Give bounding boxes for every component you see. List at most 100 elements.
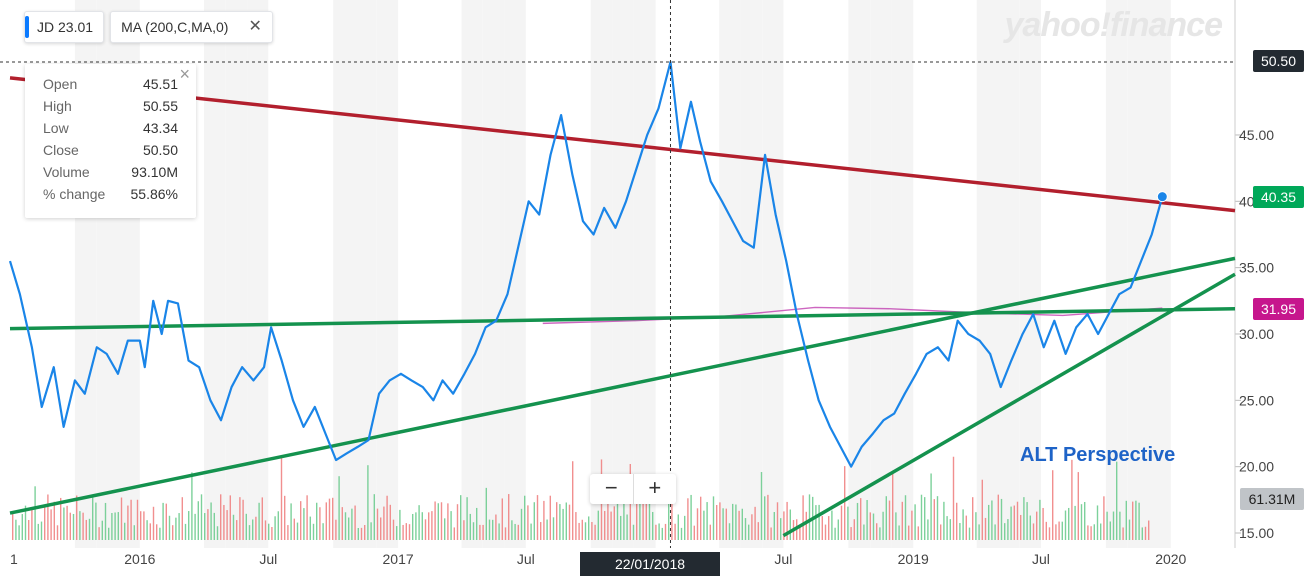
volume-bar — [930, 473, 932, 540]
volume-bar — [344, 512, 347, 540]
tooltip-value: 55.86% — [130, 186, 178, 202]
volume-bar — [856, 502, 859, 540]
volume-bar — [188, 511, 190, 540]
volume-bar — [901, 501, 903, 540]
zoom-controls: − + — [590, 474, 676, 504]
volume-bar — [831, 510, 833, 540]
volume-bar — [978, 524, 980, 540]
volume-bar — [1096, 505, 1099, 540]
legend-symbol[interactable]: JD 23.01 — [24, 11, 105, 43]
volume-bar — [671, 502, 673, 540]
price-line — [8, 60, 1164, 468]
volume-bar — [501, 498, 503, 540]
period-band — [225, 0, 248, 548]
volume-bar — [469, 513, 471, 540]
volume-bar — [658, 523, 660, 540]
volume-bar — [738, 510, 740, 540]
volume-bar — [360, 527, 363, 540]
volume-bar — [562, 508, 564, 540]
volume-bar — [229, 495, 231, 540]
volume-bar — [549, 495, 551, 540]
volume-bar — [565, 502, 567, 540]
volume-bar — [869, 512, 871, 540]
yahoo-finance-watermark: yahoo!finance — [1004, 6, 1223, 44]
volume-bar — [575, 512, 577, 540]
volume-bar — [607, 497, 609, 540]
volume-bar — [258, 502, 260, 540]
volume-bar — [34, 486, 36, 540]
volume-bar — [405, 523, 407, 540]
volume-bar — [143, 511, 145, 540]
volume-bar — [860, 498, 862, 540]
volume-bar — [914, 504, 916, 540]
zoom-out-button[interactable]: − — [604, 475, 618, 500]
volume-bar — [252, 519, 254, 540]
tooltip-label: Volume — [43, 164, 90, 180]
volume-bar — [1148, 520, 1150, 540]
volume-bar — [703, 510, 705, 540]
volume-bar — [162, 502, 164, 540]
volume-bar — [40, 521, 43, 540]
volume-bar — [338, 476, 340, 540]
volume-bar — [674, 523, 676, 540]
volume-bar — [687, 498, 689, 540]
tooltip-value: 50.55 — [142, 98, 178, 114]
volume-bar — [888, 500, 891, 540]
volume-bar — [287, 525, 289, 540]
period-band — [848, 0, 871, 548]
period-band — [1127, 0, 1149, 548]
zoom-in-button[interactable]: + — [632, 474, 677, 504]
volume-bar — [428, 512, 430, 540]
volume-bar — [904, 495, 907, 540]
volume-bar — [456, 504, 459, 540]
volume-bar — [684, 515, 686, 540]
volume-bar — [984, 517, 987, 540]
volume-bar — [47, 494, 49, 540]
volume-bar — [908, 525, 910, 540]
volume-bar — [370, 522, 372, 540]
volume-bar — [620, 515, 622, 540]
x-tick-label: 2016 — [124, 551, 155, 567]
x-tick-label: Jul — [774, 551, 792, 567]
volume-bar — [274, 516, 276, 540]
volume-bar — [872, 513, 875, 540]
y-tick-label: 20.00 — [1239, 459, 1274, 475]
volume-bar — [197, 501, 199, 540]
period-band — [740, 0, 763, 548]
volume-bar — [863, 524, 865, 540]
volume-bar — [322, 523, 324, 540]
volume-bar — [1055, 524, 1057, 540]
volume-bar — [725, 508, 727, 540]
tooltip-label: % change — [43, 186, 106, 202]
period-band — [1105, 0, 1128, 548]
volume-bar — [168, 515, 171, 540]
period-band — [247, 0, 269, 548]
volume-bar — [527, 505, 529, 540]
x-tick-label: 2019 — [898, 551, 929, 567]
volume-bar — [1119, 511, 1121, 540]
volume-bar — [706, 502, 708, 540]
volume-bar — [399, 509, 401, 540]
volume-bar — [920, 494, 923, 540]
volume-bar — [312, 523, 315, 540]
volume-bar — [1074, 505, 1076, 540]
volume-bar — [943, 501, 945, 540]
volume-bar — [434, 501, 436, 540]
legend-indicator[interactable]: MA (200,C,MA,0) ✕ — [110, 11, 273, 43]
period-band — [997, 0, 1020, 548]
volume-bar — [284, 495, 286, 540]
volume-bar — [645, 500, 647, 540]
volume-bar — [351, 508, 353, 540]
volume-bar — [1000, 498, 1003, 540]
volume-bar — [533, 502, 535, 540]
volume-bar — [802, 495, 804, 540]
close-tooltip-icon[interactable]: × — [179, 64, 190, 84]
volume-bar — [655, 524, 657, 540]
volume-bar — [815, 505, 817, 540]
volume-bar — [895, 512, 897, 540]
volume-bar — [581, 519, 583, 540]
volume-bar — [191, 472, 193, 540]
remove-indicator-icon[interactable]: ✕ — [248, 18, 262, 35]
volume-bar — [66, 505, 68, 540]
